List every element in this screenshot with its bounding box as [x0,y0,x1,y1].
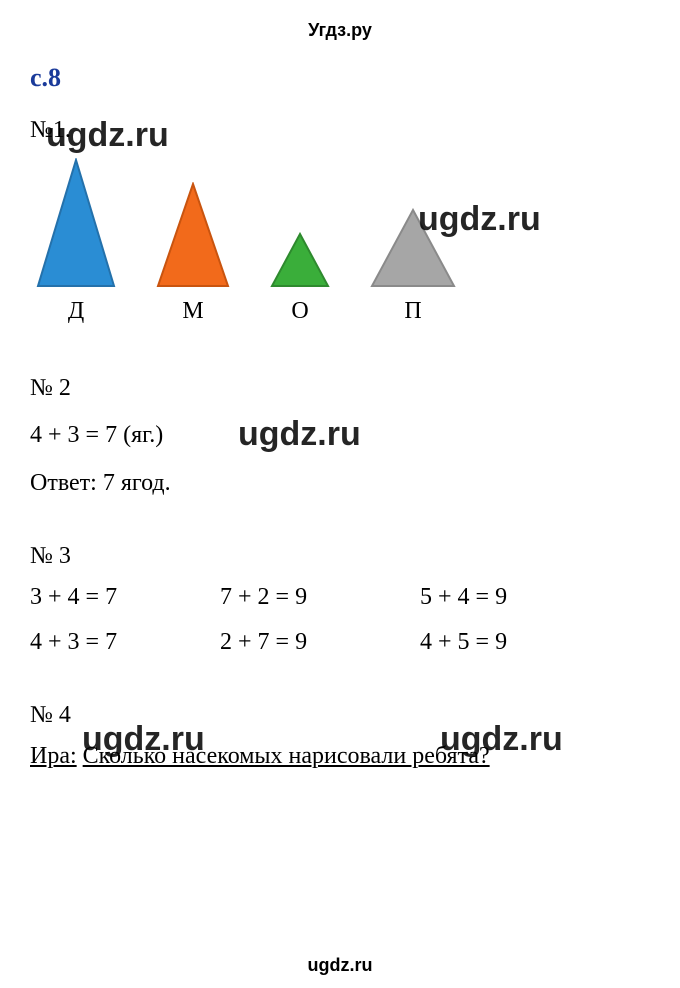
equation-cell: 2 + 7 = 9 [220,629,410,656]
exercise-3: № 3 3 + 4 = 7 7 + 2 = 9 5 + 4 = 9 4 + 3 = 7… [30,543,650,656]
equation-cell: 4 + 5 = 9 [420,629,570,656]
page-label: с.8 [30,63,650,93]
triangle-label-2: О [270,298,330,325]
triangle-icon [36,158,116,288]
triangles-labels-row: ДМОП [30,298,650,325]
exercise-4-number: № 4 [30,702,650,729]
exercise-4-speaker: Ира: [30,743,77,769]
triangle-1 [156,182,230,288]
triangle-3 [370,208,456,288]
triangle-0 [36,158,116,288]
triangle-label-3: П [370,298,456,325]
exercise-4: № 4 Ира: Сколько насекомых нарисовали ре… [30,702,650,770]
triangles-row [30,158,650,288]
exercise-2-number: № 2 [30,375,650,402]
exercise-2-answer: Ответ: 7 ягод. [30,470,650,497]
site-header: Угдз.ру [30,20,650,41]
exercise-2-equation: 4 + 3 = 7 (яг.) [30,416,650,454]
triangle-label-0: Д [36,298,116,325]
exercise-1: №1. Д М О П [30,117,650,325]
exercise-2: № 2 4 + 3 = 7 (яг.) Ответ: 7 ягод. [30,375,650,497]
site-footer: ugdz.ru [0,955,680,976]
equation-cell: 3 + 4 = 7 [30,584,210,611]
exercise-3-number: № 3 [30,543,650,570]
exercise-1-number: №1. [30,117,650,144]
triangle-2 [270,232,330,288]
equation-cell: 5 + 4 = 9 [420,584,570,611]
exercise-4-line: Ира: Сколько насекомых нарисовали ребята… [30,743,650,770]
equation-cell: 7 + 2 = 9 [220,584,410,611]
triangle-icon [270,232,330,288]
triangle-icon [370,208,456,288]
triangle-icon [156,182,230,288]
exercise-4-question: Сколько насекомых нарисовали ребята? [83,743,490,769]
exercise-3-grid: 3 + 4 = 7 7 + 2 = 9 5 + 4 = 9 4 + 3 = 7 2 + … [30,584,650,656]
equation-cell: 4 + 3 = 7 [30,629,210,656]
triangle-label-1: М [156,298,230,325]
